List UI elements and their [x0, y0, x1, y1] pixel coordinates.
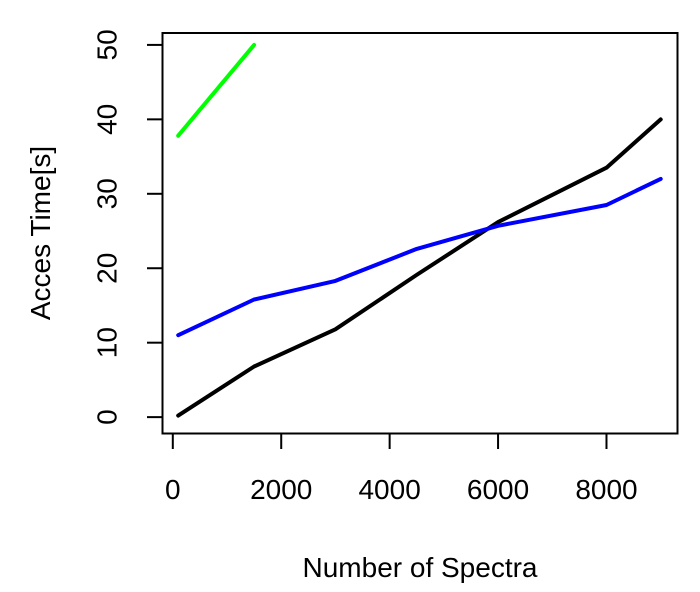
blue-line	[176, 176, 663, 338]
x-axis-title: Number of Spectra	[302, 552, 538, 583]
y-tick-label: 40	[92, 104, 123, 135]
black-line	[176, 117, 663, 418]
y-tick-label: 0	[92, 409, 123, 425]
x-tick-label: 0	[165, 474, 181, 505]
green-line	[176, 42, 257, 138]
y-axis-title: Acces Time[s]	[25, 145, 56, 321]
y-tick-label: 30	[92, 178, 123, 209]
y-tick-label: 10	[92, 327, 123, 358]
x-tick-label: 4000	[358, 474, 420, 505]
x-tick-label: 2000	[250, 474, 312, 505]
x-tick-label: 6000	[467, 474, 529, 505]
y-tick-label: 50	[92, 29, 123, 60]
y-tick-label: 20	[92, 253, 123, 284]
plot-border	[161, 32, 679, 435]
x-tick-label: 8000	[575, 474, 637, 505]
